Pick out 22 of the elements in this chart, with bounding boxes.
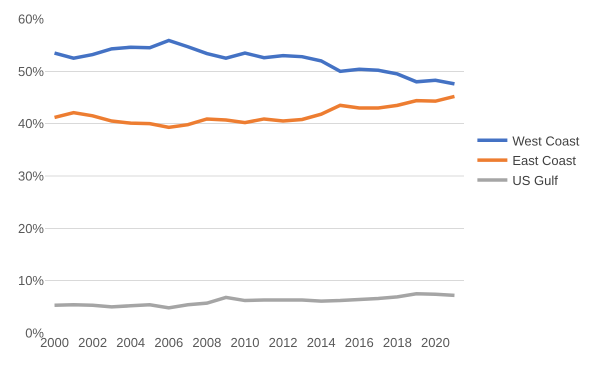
- line-series: [52, 292, 456, 310]
- x-tick-label: 2014: [306, 335, 336, 350]
- x-tick-label: 2006: [154, 335, 184, 350]
- x-tick-label: 2004: [116, 335, 146, 350]
- y-tick-label: 60%: [18, 12, 44, 27]
- y-tick-label: 40%: [18, 116, 44, 132]
- y-tick-label: 50%: [18, 64, 44, 79]
- x-tick-label: 2008: [192, 335, 222, 350]
- x-tick-label: 2002: [78, 335, 108, 350]
- legend-label: US Gulf: [512, 173, 558, 188]
- line-series: [52, 94, 456, 130]
- legend-label: West Coast: [512, 133, 580, 148]
- x-tick-label: 2010: [230, 335, 260, 350]
- y-tick-label: 20%: [18, 220, 44, 236]
- y-tick-label: 30%: [18, 168, 44, 184]
- y-tick-label: 10%: [18, 273, 44, 288]
- x-tick-label: 2012: [268, 335, 298, 350]
- x-tick-label: 2016: [344, 335, 374, 350]
- x-tick-label: 2018: [382, 335, 412, 350]
- line-series: [52, 38, 456, 86]
- x-tick-label: 2020: [420, 335, 450, 350]
- legend-label: East Coast: [512, 153, 576, 168]
